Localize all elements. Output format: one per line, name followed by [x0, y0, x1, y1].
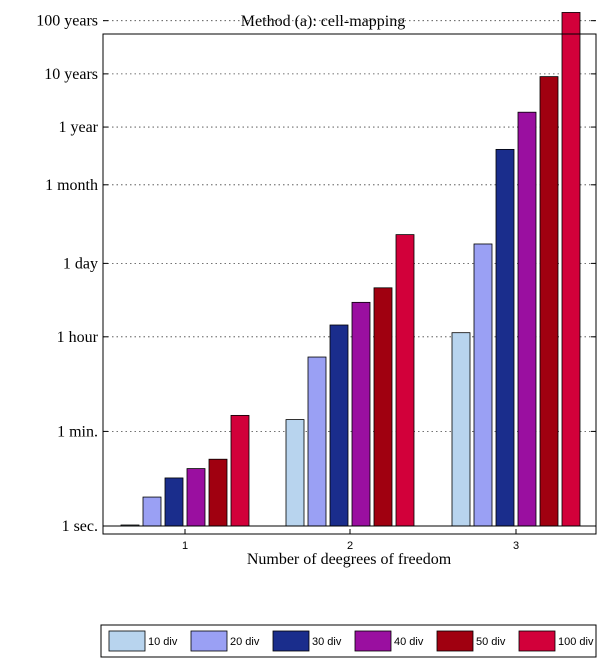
y-tick-label: 10 years [44, 66, 98, 83]
x-axis-label: Number of deegrees of freedom [247, 551, 452, 568]
bar-50-div-dof-1 [208, 458, 228, 527]
legend-label: 30 div [312, 636, 342, 648]
x-tick-label: 1 [182, 540, 188, 552]
x-tick-label: 3 [513, 540, 519, 552]
bar-10-div-dof-2 [285, 419, 305, 527]
legend-label: 40 div [394, 636, 424, 648]
bar-30-div-dof-3 [495, 148, 515, 527]
legend-label: 20 div [230, 636, 260, 648]
legend-swatch [272, 630, 310, 652]
legend-swatch [354, 630, 392, 652]
x-tick-label: 2 [347, 540, 353, 552]
chart-title: Method (a): cell-mapping [241, 13, 405, 30]
bar-20-div-dof-2 [307, 356, 327, 527]
legend-box [100, 624, 597, 658]
y-tick-label: 1 min. [57, 423, 98, 440]
y-axis-ticks: 1 sec. 1 min. 1 hour 1 day 1 month 1 year 10 y… [36, 13, 596, 535]
bar-100-div-dof-3 [561, 12, 581, 527]
legend-label: 10 div [148, 636, 178, 648]
bar-100-div-dof-1 [230, 414, 250, 527]
bar-30-div-dof-2 [329, 324, 349, 527]
bar-50-div-dof-3 [539, 76, 559, 527]
y-tick-label: 100 years [36, 13, 98, 30]
bar-40-div-dof-3 [517, 111, 537, 527]
bar-40-div-dof-1 [186, 468, 206, 527]
legend-swatch [108, 630, 146, 652]
legend-swatch [436, 630, 474, 652]
y-tick-label: 1 day [63, 255, 98, 272]
legend-label: 50 div [476, 636, 506, 648]
bar-10-div-dof-3 [451, 332, 471, 527]
x-axis-ticks: 1 2 3 [182, 529, 519, 552]
legend: 10 div 20 div 30 div 40 div 50 div 100 div [108, 630, 594, 652]
y-tick-label: 1 month [45, 177, 98, 194]
bar-100-div-dof-2 [395, 234, 415, 527]
bars [103, 12, 596, 527]
bar-20-div-dof-3 [473, 243, 493, 527]
legend-label: 100 div [558, 636, 594, 648]
bar-20-div-dof-1 [142, 496, 162, 527]
y-tick-label: 1 sec. [62, 518, 98, 535]
y-tick-label: 1 hour [57, 329, 99, 346]
bar-30-div-dof-1 [164, 477, 184, 527]
legend-swatch [518, 630, 556, 652]
bar-40-div-dof-2 [351, 301, 371, 527]
legend-swatch [190, 630, 228, 652]
y-tick-label: 1 year [58, 119, 98, 136]
bar-50-div-dof-2 [373, 287, 393, 527]
